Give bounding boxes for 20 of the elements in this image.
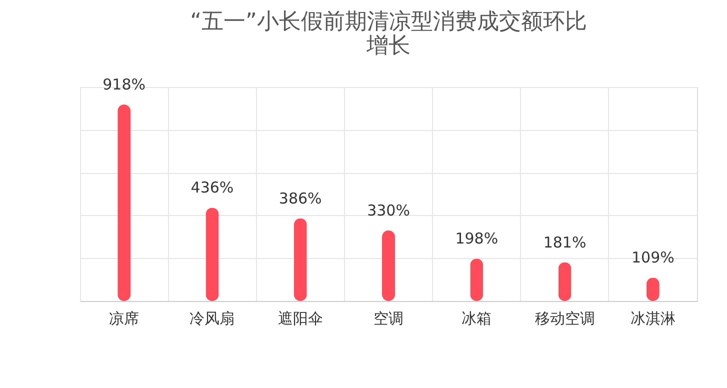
bar — [382, 230, 395, 301]
x-tick-label: 冰箱 — [462, 310, 492, 328]
x-tick-label: 空调 — [374, 310, 404, 328]
data-label: 109% — [631, 248, 674, 267]
text: 增长 — [366, 34, 410, 59]
x-tick-label: 冷风扇 — [190, 310, 235, 328]
text: “五一”小长假前期清凉型消费成交额环比 — [190, 10, 587, 35]
data-label: 198% — [455, 230, 498, 248]
data-label: 386% — [278, 189, 322, 208]
bar — [206, 208, 219, 301]
x-tick-label: 凉席 — [109, 310, 140, 328]
data-label: 918% — [102, 76, 146, 94]
bar — [294, 218, 307, 301]
x-tick-label: 冰淇淋 — [630, 310, 676, 328]
data-label: 436% — [190, 178, 234, 197]
x-tick-label: 移动空调 — [534, 310, 595, 328]
data-label: 181% — [543, 233, 586, 252]
x-tick-label: 遮阳伞 — [278, 310, 323, 328]
bar — [118, 104, 131, 301]
data-label: 330% — [367, 201, 410, 220]
